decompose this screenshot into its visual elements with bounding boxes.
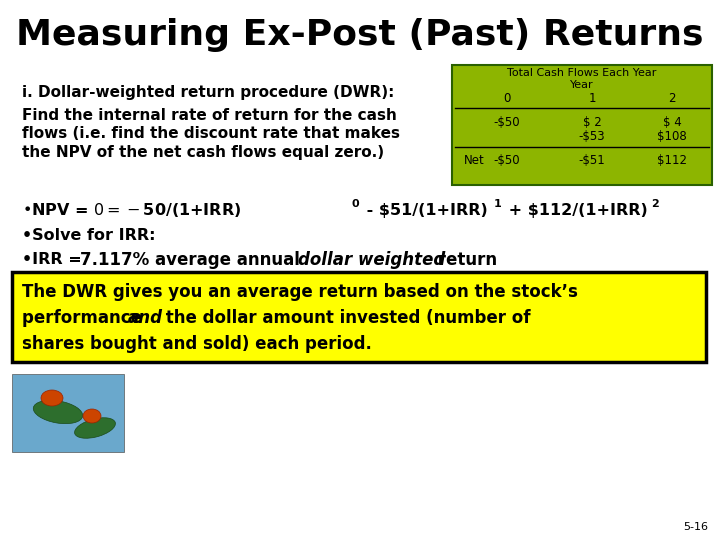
Text: 5-16: 5-16 [683, 522, 708, 532]
Text: •Solve for IRR:: •Solve for IRR: [22, 227, 156, 242]
Text: Measuring Ex-Post (Past) Returns: Measuring Ex-Post (Past) Returns [17, 18, 703, 52]
Ellipse shape [83, 409, 101, 423]
Text: Year: Year [570, 80, 594, 90]
FancyBboxPatch shape [12, 374, 124, 452]
Text: i. Dollar-weighted return procedure (DWR):: i. Dollar-weighted return procedure (DWR… [22, 84, 395, 99]
Text: 1: 1 [494, 199, 502, 209]
Text: 2: 2 [651, 199, 659, 209]
FancyBboxPatch shape [452, 65, 712, 185]
Ellipse shape [41, 390, 63, 406]
Text: Total Cash Flows Each Year: Total Cash Flows Each Year [508, 68, 657, 78]
Text: •NPV = $0 = -$50/(1+IRR): •NPV = $0 = -$50/(1+IRR) [22, 201, 241, 219]
Ellipse shape [75, 418, 115, 438]
Text: shares bought and sold) each period.: shares bought and sold) each period. [22, 335, 372, 353]
Text: The DWR gives you an average return based on the stock’s: The DWR gives you an average return base… [22, 283, 578, 301]
Text: -$53: -$53 [579, 131, 606, 144]
Text: + $112/(1+IRR): + $112/(1+IRR) [503, 202, 648, 218]
Text: Find the internal rate of return for the cash: Find the internal rate of return for the… [22, 107, 397, 123]
Text: $ 2: $ 2 [582, 116, 601, 129]
Text: the NPV of the net cash flows equal zero.): the NPV of the net cash flows equal zero… [22, 145, 384, 160]
Text: •IRR =: •IRR = [22, 253, 87, 267]
Text: 0: 0 [352, 199, 359, 209]
Text: return: return [432, 251, 497, 269]
Text: 2: 2 [668, 92, 676, 105]
Text: -$50: -$50 [494, 154, 521, 167]
Text: $ 4: $ 4 [662, 116, 681, 129]
Text: -$51: -$51 [579, 154, 606, 167]
Text: the dollar amount invested (number of: the dollar amount invested (number of [160, 309, 531, 327]
Text: $112: $112 [657, 154, 687, 167]
Text: dollar weighted: dollar weighted [298, 251, 445, 269]
Text: and: and [128, 309, 163, 327]
Text: 1: 1 [588, 92, 595, 105]
Text: -$50: -$50 [494, 116, 521, 129]
Text: 7.117% average annual: 7.117% average annual [80, 251, 305, 269]
Text: 0: 0 [503, 92, 510, 105]
Ellipse shape [33, 400, 83, 424]
Text: $108: $108 [657, 131, 687, 144]
FancyBboxPatch shape [12, 272, 706, 362]
Text: flows (i.e. find the discount rate that makes: flows (i.e. find the discount rate that … [22, 126, 400, 141]
Text: - $51/(1+IRR): - $51/(1+IRR) [361, 202, 487, 218]
Text: performance: performance [22, 309, 148, 327]
Text: Net: Net [464, 154, 485, 167]
